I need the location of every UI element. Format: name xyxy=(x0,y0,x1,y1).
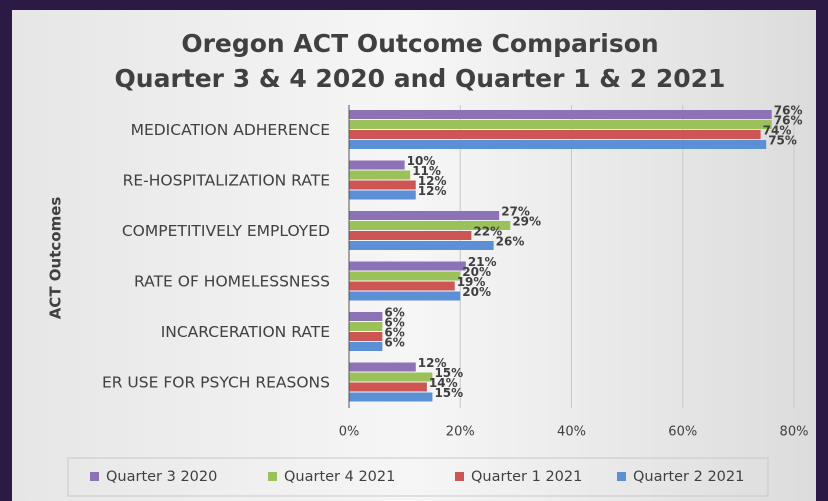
bar xyxy=(349,211,500,220)
y-tick-label: INCARCERATION RATE xyxy=(161,323,330,341)
bar xyxy=(349,281,455,291)
bar xyxy=(349,362,416,372)
bar xyxy=(349,322,383,331)
bar xyxy=(349,342,383,351)
x-tick-label: 40% xyxy=(557,425,586,440)
x-tick-label: 60% xyxy=(668,425,697,440)
data-label: 12% xyxy=(418,184,447,198)
bar xyxy=(349,332,383,341)
legend-swatch xyxy=(268,472,277,481)
data-label: 27% xyxy=(501,205,530,219)
data-label: 12% xyxy=(418,356,447,370)
chart-panel xyxy=(12,10,816,501)
y-tick-label: MEDICATION ADHERENCE xyxy=(131,121,330,139)
bar xyxy=(349,221,511,230)
bar xyxy=(349,180,416,190)
data-label: 75% xyxy=(768,134,797,148)
data-label: 26% xyxy=(496,235,525,249)
bar xyxy=(349,372,433,382)
legend-label: Quarter 4 2021 xyxy=(284,469,395,485)
x-tick-label: 20% xyxy=(446,425,475,440)
bar xyxy=(349,120,772,129)
data-label: 6% xyxy=(384,336,404,350)
chart-title: Oregon ACT Outcome Comparison xyxy=(181,29,658,58)
chart-title: Quarter 3 & 4 2020 and Quarter 1 & 2 202… xyxy=(115,64,726,93)
data-label: 74% xyxy=(763,124,792,138)
bar xyxy=(349,382,427,392)
data-label: 15% xyxy=(434,386,463,400)
bar xyxy=(349,291,461,301)
bar xyxy=(349,392,433,402)
bar xyxy=(349,271,461,281)
data-label: 76% xyxy=(774,104,803,118)
bar xyxy=(349,110,772,119)
bar xyxy=(349,241,494,250)
legend-swatch xyxy=(90,472,99,481)
data-label: 6% xyxy=(384,316,404,330)
data-label: 20% xyxy=(462,285,491,299)
bar xyxy=(349,160,405,170)
data-label: 19% xyxy=(457,275,486,289)
data-label: 12% xyxy=(418,174,447,188)
y-tick-label: COMPETITIVELY EMPLOYED xyxy=(122,222,330,240)
x-tick-label: 0% xyxy=(339,425,360,440)
bar xyxy=(349,130,761,139)
bar xyxy=(349,261,466,271)
data-label: 6% xyxy=(384,306,404,320)
y-tick-label: RATE OF HOMELESSNESS xyxy=(134,272,330,290)
data-label: 29% xyxy=(512,215,541,229)
legend-swatch xyxy=(455,472,464,481)
legend-swatch xyxy=(617,472,626,481)
bar xyxy=(349,190,416,200)
data-label: 20% xyxy=(462,265,491,279)
data-label: 6% xyxy=(384,326,404,340)
y-axis-title: ACT Outcomes xyxy=(47,197,65,320)
data-label: 22% xyxy=(473,225,502,239)
bar xyxy=(349,312,383,321)
bar xyxy=(349,170,411,180)
legend-label: Quarter 2 2021 xyxy=(633,469,744,485)
data-label: 10% xyxy=(407,154,436,168)
x-tick-label: 80% xyxy=(780,425,809,440)
data-label: 11% xyxy=(412,164,441,178)
bar xyxy=(349,231,472,240)
legend-label: Quarter 1 2021 xyxy=(471,469,582,485)
legend-box xyxy=(67,457,769,497)
data-label: 21% xyxy=(468,255,497,269)
data-label: 15% xyxy=(434,366,463,380)
y-tick-label: ER USE FOR PSYCH REASONS xyxy=(102,373,330,391)
legend-label: Quarter 3 2020 xyxy=(106,469,217,485)
data-label: 14% xyxy=(429,376,458,390)
data-label: 76% xyxy=(774,114,803,128)
y-tick-label: RE-HOSPITALIZATION RATE xyxy=(123,171,330,189)
bar xyxy=(349,140,767,149)
